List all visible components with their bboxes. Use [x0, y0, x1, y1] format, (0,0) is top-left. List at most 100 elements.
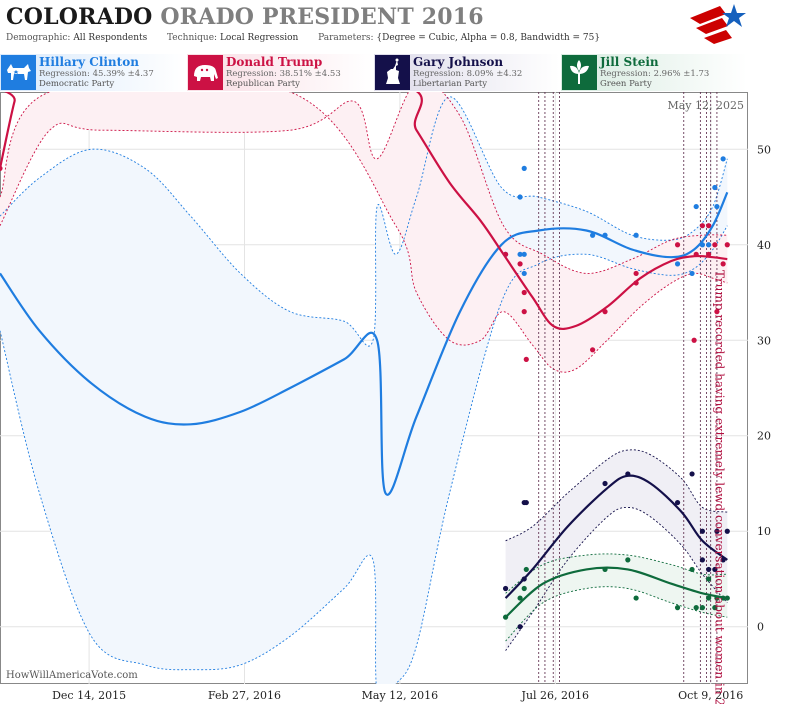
legend-name: Donald Trump: [226, 55, 323, 69]
band-lower-line: [505, 586, 728, 642]
x-tick-label: Dec 14, 2015: [52, 689, 126, 702]
event-annotation: Trump recorded having extremely lewd con…: [713, 270, 727, 704]
poll-point: [691, 337, 697, 343]
poll-point: [521, 289, 527, 296]
confidence-band: [0, 96, 728, 684]
poll-point: [517, 261, 523, 267]
poll-point: [689, 270, 695, 277]
confidence-band: [0, 92, 728, 373]
poll-point: [633, 595, 639, 601]
x-tick-label: Feb 27, 2016: [208, 689, 281, 702]
poll-point: [714, 595, 720, 601]
donkey-icon: [1, 55, 36, 90]
band-lower-line: [0, 92, 728, 373]
poll-point: [517, 251, 523, 257]
poll-point: [521, 309, 527, 315]
poll-point: [517, 194, 523, 200]
plot-area: [0, 92, 730, 684]
poll-point: [689, 566, 695, 573]
poll-point: [724, 595, 730, 601]
y-tick-label: 40: [757, 239, 771, 252]
poll-point: [502, 614, 509, 620]
poll-point: [517, 595, 523, 601]
legend-party: Democratic Party: [39, 79, 115, 89]
poll-point: [0, 165, 3, 171]
poll-point: [602, 309, 608, 315]
page-title: COLORADO ORADO PRESIDENT 2016: [6, 4, 484, 30]
elephant-icon: [188, 55, 223, 90]
poll-point: [521, 585, 527, 592]
poll-point: [625, 471, 631, 477]
poll-point: [521, 165, 527, 171]
poll-point: [706, 251, 712, 257]
legend-item-trump: Donald Trump Regression: 38.51% ±4.53 Re…: [187, 54, 373, 91]
poll-point: [712, 566, 718, 573]
poll-point: [674, 242, 681, 248]
poll-point: [521, 270, 527, 277]
title-state: COLORADO: [6, 4, 153, 30]
poll-point: [720, 557, 726, 563]
poll-point: [699, 605, 706, 611]
legend-name: Jill Stein: [600, 55, 659, 69]
y-tick-label: 30: [757, 334, 771, 347]
legend-regression: Regression: 2.96% ±1.73: [600, 69, 710, 79]
poll-point: [689, 471, 695, 477]
legend-party: Green Party: [600, 79, 652, 89]
poll-point: [706, 595, 712, 601]
trend-line: [0, 191, 729, 496]
legend-regression: Regression: 8.09% ±4.32: [413, 69, 523, 79]
poll-point: [712, 605, 718, 611]
poll-point: [523, 499, 529, 506]
poll-point: [706, 566, 712, 573]
poll-point: [602, 232, 608, 238]
demographic-label: Demographic:: [6, 33, 71, 43]
poll-point: [706, 223, 712, 229]
poll-point: [699, 528, 706, 534]
leaf-icon: [562, 55, 597, 90]
x-tick-label: May 12, 2016: [362, 689, 439, 702]
band-lower-line: [505, 506, 728, 651]
poll-point: [699, 223, 706, 229]
legend-item-stein: Jill Stein Regression: 2.96% ±1.73 Green…: [561, 54, 747, 91]
poll-point: [714, 203, 720, 210]
poll-point: [706, 576, 712, 582]
poll-point: [517, 624, 523, 630]
poll-point: [724, 242, 730, 248]
poll-point: [521, 576, 527, 582]
legend-regression: Regression: 45.39% ±4.37: [39, 69, 154, 79]
chart-header: COLORADO ORADO PRESIDENT 2016 Demographi…: [0, 0, 789, 52]
poll-point: [706, 242, 712, 248]
poll-point: [714, 309, 720, 315]
poll-point: [724, 528, 730, 534]
poll-point: [502, 585, 509, 592]
legend-name: Hillary Clinton: [39, 55, 139, 69]
x-tick-label: Oct 9, 2016: [678, 689, 743, 702]
legend-item-johnson: Gary Johnson Regression: 8.09% ±4.32 Lib…: [374, 54, 560, 91]
y-tick-label: 0: [757, 621, 764, 634]
technique-label: Technique:: [167, 33, 218, 43]
technique-value: Local Regression: [219, 33, 299, 43]
poll-point: [674, 261, 681, 267]
poll-point: [720, 261, 726, 267]
legend-regression: Regression: 38.51% ±4.53: [226, 69, 341, 79]
date-label: May 12, 2025: [667, 99, 744, 112]
demographic-value: All Respondents: [73, 33, 148, 43]
poll-point: [602, 480, 608, 487]
poll-point: [521, 251, 527, 257]
poll-point: [693, 203, 699, 210]
poll-point: [502, 251, 509, 257]
x-tick-label: Jul 26, 2016: [521, 689, 590, 702]
y-tick-label: 50: [757, 143, 771, 156]
poll-point: [589, 347, 596, 353]
legend-party: Republican Party: [226, 79, 300, 89]
poll-point: [712, 242, 718, 248]
legend-item-clinton: Hillary Clinton Regression: 45.39% ±4.37…: [0, 54, 186, 91]
star-logo-icon: [686, 2, 748, 50]
poll-point: [625, 557, 631, 563]
legend-name: Gary Johnson: [413, 55, 504, 69]
parameters-label: Parameters:: [318, 33, 374, 43]
poll-chart: 0 10 20 30 40 50 Dec 14, 2015 Feb 27, 2016 May 1…: [0, 92, 771, 704]
poll-point: [602, 566, 608, 573]
poll-point: [589, 232, 596, 238]
parameters-value: {Degree = Cubic, Alpha = 0.8, Bandwidth …: [376, 33, 601, 43]
